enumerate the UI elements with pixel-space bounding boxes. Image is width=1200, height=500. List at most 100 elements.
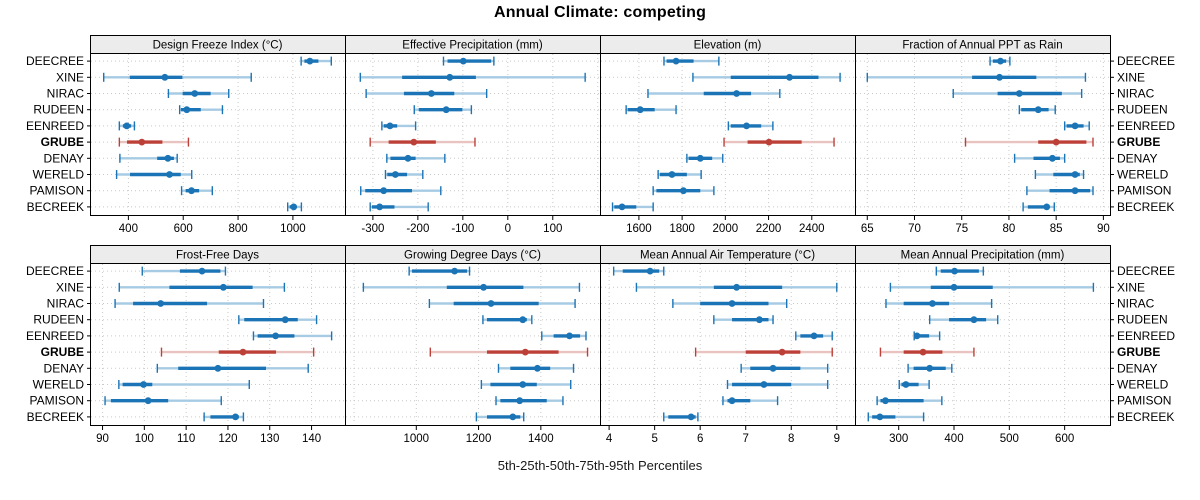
- series-eenreed: [1063, 121, 1090, 131]
- x-tick-label: 130: [260, 433, 279, 445]
- series-deecree: [141, 266, 227, 276]
- vertical-gridlines: [127, 54, 294, 214]
- site-label-left-pamison: PAMISON: [30, 184, 84, 198]
- site-label-right-wereld: WERELD: [1117, 168, 1169, 182]
- series-xine: [692, 72, 841, 82]
- site-label-right-becreek: BECREEK: [1117, 410, 1174, 424]
- series-denay: [497, 363, 575, 373]
- median-dot: [1071, 171, 1079, 178]
- site-labels-row-2: DEECREE DEECREE XINE XINE NIRAC NIRAC RUDEEN RU…: [26, 264, 1175, 424]
- median-dot: [290, 203, 298, 211]
- series-grube: [694, 347, 833, 357]
- series-becreek: [663, 412, 699, 422]
- x-tick-label: 1000: [404, 433, 430, 445]
- x-tick-label: 2000: [713, 223, 739, 235]
- median-dot: [733, 90, 740, 97]
- series-deecree: [663, 56, 720, 66]
- x-axis: 400 600 800 1000: [119, 216, 306, 235]
- site-label-left-eenreed: EENREED: [26, 119, 84, 133]
- median-dot: [769, 364, 777, 372]
- panel-strip-title: Design Freeze Index (°C): [153, 40, 283, 52]
- site-label-right-xine: XINE: [1117, 280, 1145, 294]
- x-tick-label: 600: [174, 223, 193, 235]
- x-tick-label: 1000: [280, 223, 306, 235]
- median-dot: [534, 364, 541, 372]
- x-tick-label: -100: [451, 223, 474, 235]
- site-label-right-denay: DENAY: [1117, 361, 1157, 375]
- series-eenreed: [541, 331, 587, 341]
- panel-strip-title: Effective Precipitation (mm): [402, 40, 543, 52]
- x-tick-label: 4: [606, 433, 613, 445]
- series-xine: [635, 282, 838, 292]
- median-dot: [164, 154, 172, 162]
- panel-plot-area: [855, 53, 1111, 216]
- x-tick-label: 85: [1050, 223, 1063, 235]
- series-rudeen: [413, 105, 473, 115]
- series-rudeen: [928, 315, 999, 325]
- site-label-left-deecree: DEECREE: [26, 264, 84, 278]
- series-grube: [723, 137, 835, 147]
- series-xine: [103, 72, 252, 82]
- series-pamison: [360, 186, 442, 196]
- median-dot: [140, 381, 147, 388]
- median-dot: [144, 397, 152, 405]
- x-tick-label: 90: [1097, 223, 1110, 235]
- x-tick-label: 0: [505, 223, 511, 235]
- series-nirac: [114, 299, 265, 308]
- vertical-gridlines: [372, 54, 599, 214]
- series-pamison: [1026, 186, 1094, 196]
- panel-strip-title: Mean Annual Precipitation (mm): [901, 250, 1065, 262]
- panel-frost-free-days: Frost-Free Days 90 100 110 120 130 140: [90, 245, 346, 445]
- median-dot: [566, 332, 573, 340]
- series-eenreed: [252, 331, 333, 341]
- x-tick-label: 8: [788, 433, 794, 445]
- panel-plot-area: [345, 53, 601, 216]
- median-dot: [950, 283, 958, 291]
- site-label-right-deecree: DEECREE: [1117, 54, 1175, 68]
- series-rudeen: [625, 105, 677, 115]
- x-tick-label: 300: [889, 433, 908, 445]
- median-dot: [306, 57, 314, 65]
- median-dot: [404, 154, 412, 162]
- panel-strip-title: Elevation (m): [694, 40, 762, 52]
- median-dot: [427, 90, 435, 97]
- x-axis: 1000 1200 1400: [404, 426, 554, 445]
- site-label-left-rudeen: RUDEEN: [33, 313, 84, 327]
- median-dot: [1071, 187, 1079, 195]
- series-denay: [1013, 153, 1066, 163]
- series-nirac: [885, 299, 993, 308]
- median-dot: [161, 73, 169, 81]
- median-dot: [786, 73, 793, 81]
- site-label-left-deecree: DEECREE: [26, 54, 84, 68]
- site-label-left-becreek: BECREEK: [27, 410, 84, 424]
- series-eenreed: [381, 121, 417, 131]
- median-dot: [913, 332, 921, 340]
- series-wereld: [384, 170, 424, 179]
- median-dot: [672, 57, 680, 65]
- median-dot: [951, 267, 958, 275]
- site-label-right-eenreed: EENREED: [1117, 119, 1175, 133]
- median-dot: [765, 138, 773, 146]
- site-label-right-grube: GRUBE: [1117, 135, 1160, 149]
- median-dot: [760, 381, 768, 388]
- median-dot: [509, 413, 517, 421]
- chart-caption: 5th-25th-50th-75th-95th Percentiles: [497, 458, 703, 473]
- x-tick-label: 90: [96, 433, 109, 445]
- x-tick-label: 800: [228, 223, 247, 235]
- x-tick-label: 75: [955, 223, 968, 235]
- series-denay: [156, 363, 309, 373]
- vertical-gridlines: [866, 54, 1104, 214]
- site-label-right-wereld: WERELD: [1117, 378, 1169, 392]
- series-denay: [907, 363, 953, 373]
- median-dot: [446, 73, 454, 81]
- series-eenreed: [118, 121, 136, 131]
- series-xine: [359, 72, 586, 82]
- vertical-gridlines: [353, 264, 542, 424]
- site-label-left-xine: XINE: [56, 280, 84, 294]
- panel-plot-area: [600, 263, 856, 426]
- median-dot: [618, 203, 626, 211]
- series-eenreed: [795, 331, 833, 341]
- site-label-right-rudeen: RUDEEN: [1117, 103, 1168, 117]
- median-dot: [733, 283, 741, 291]
- median-dot: [519, 381, 527, 388]
